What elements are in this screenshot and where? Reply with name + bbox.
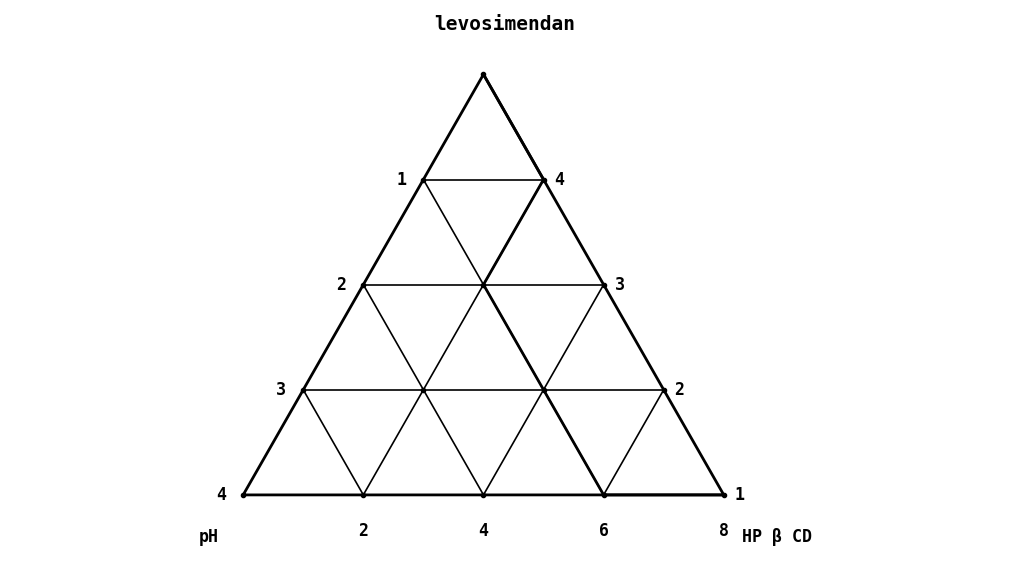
Text: 1: 1 [397, 171, 407, 189]
Text: 8: 8 [718, 522, 728, 540]
Text: 2: 2 [674, 381, 684, 399]
Text: 4: 4 [478, 522, 488, 540]
Text: 4: 4 [554, 171, 564, 189]
Text: 1: 1 [735, 486, 745, 504]
Text: pH: pH [199, 528, 219, 546]
Text: 3: 3 [614, 276, 625, 294]
Title: levosimendan: levosimendan [434, 15, 575, 34]
Text: 6: 6 [598, 522, 608, 540]
Text: 3: 3 [276, 381, 287, 399]
Text: 2: 2 [358, 522, 368, 540]
Text: 4: 4 [216, 486, 226, 504]
Text: 2: 2 [336, 276, 346, 294]
Text: HP β CD: HP β CD [742, 528, 812, 546]
